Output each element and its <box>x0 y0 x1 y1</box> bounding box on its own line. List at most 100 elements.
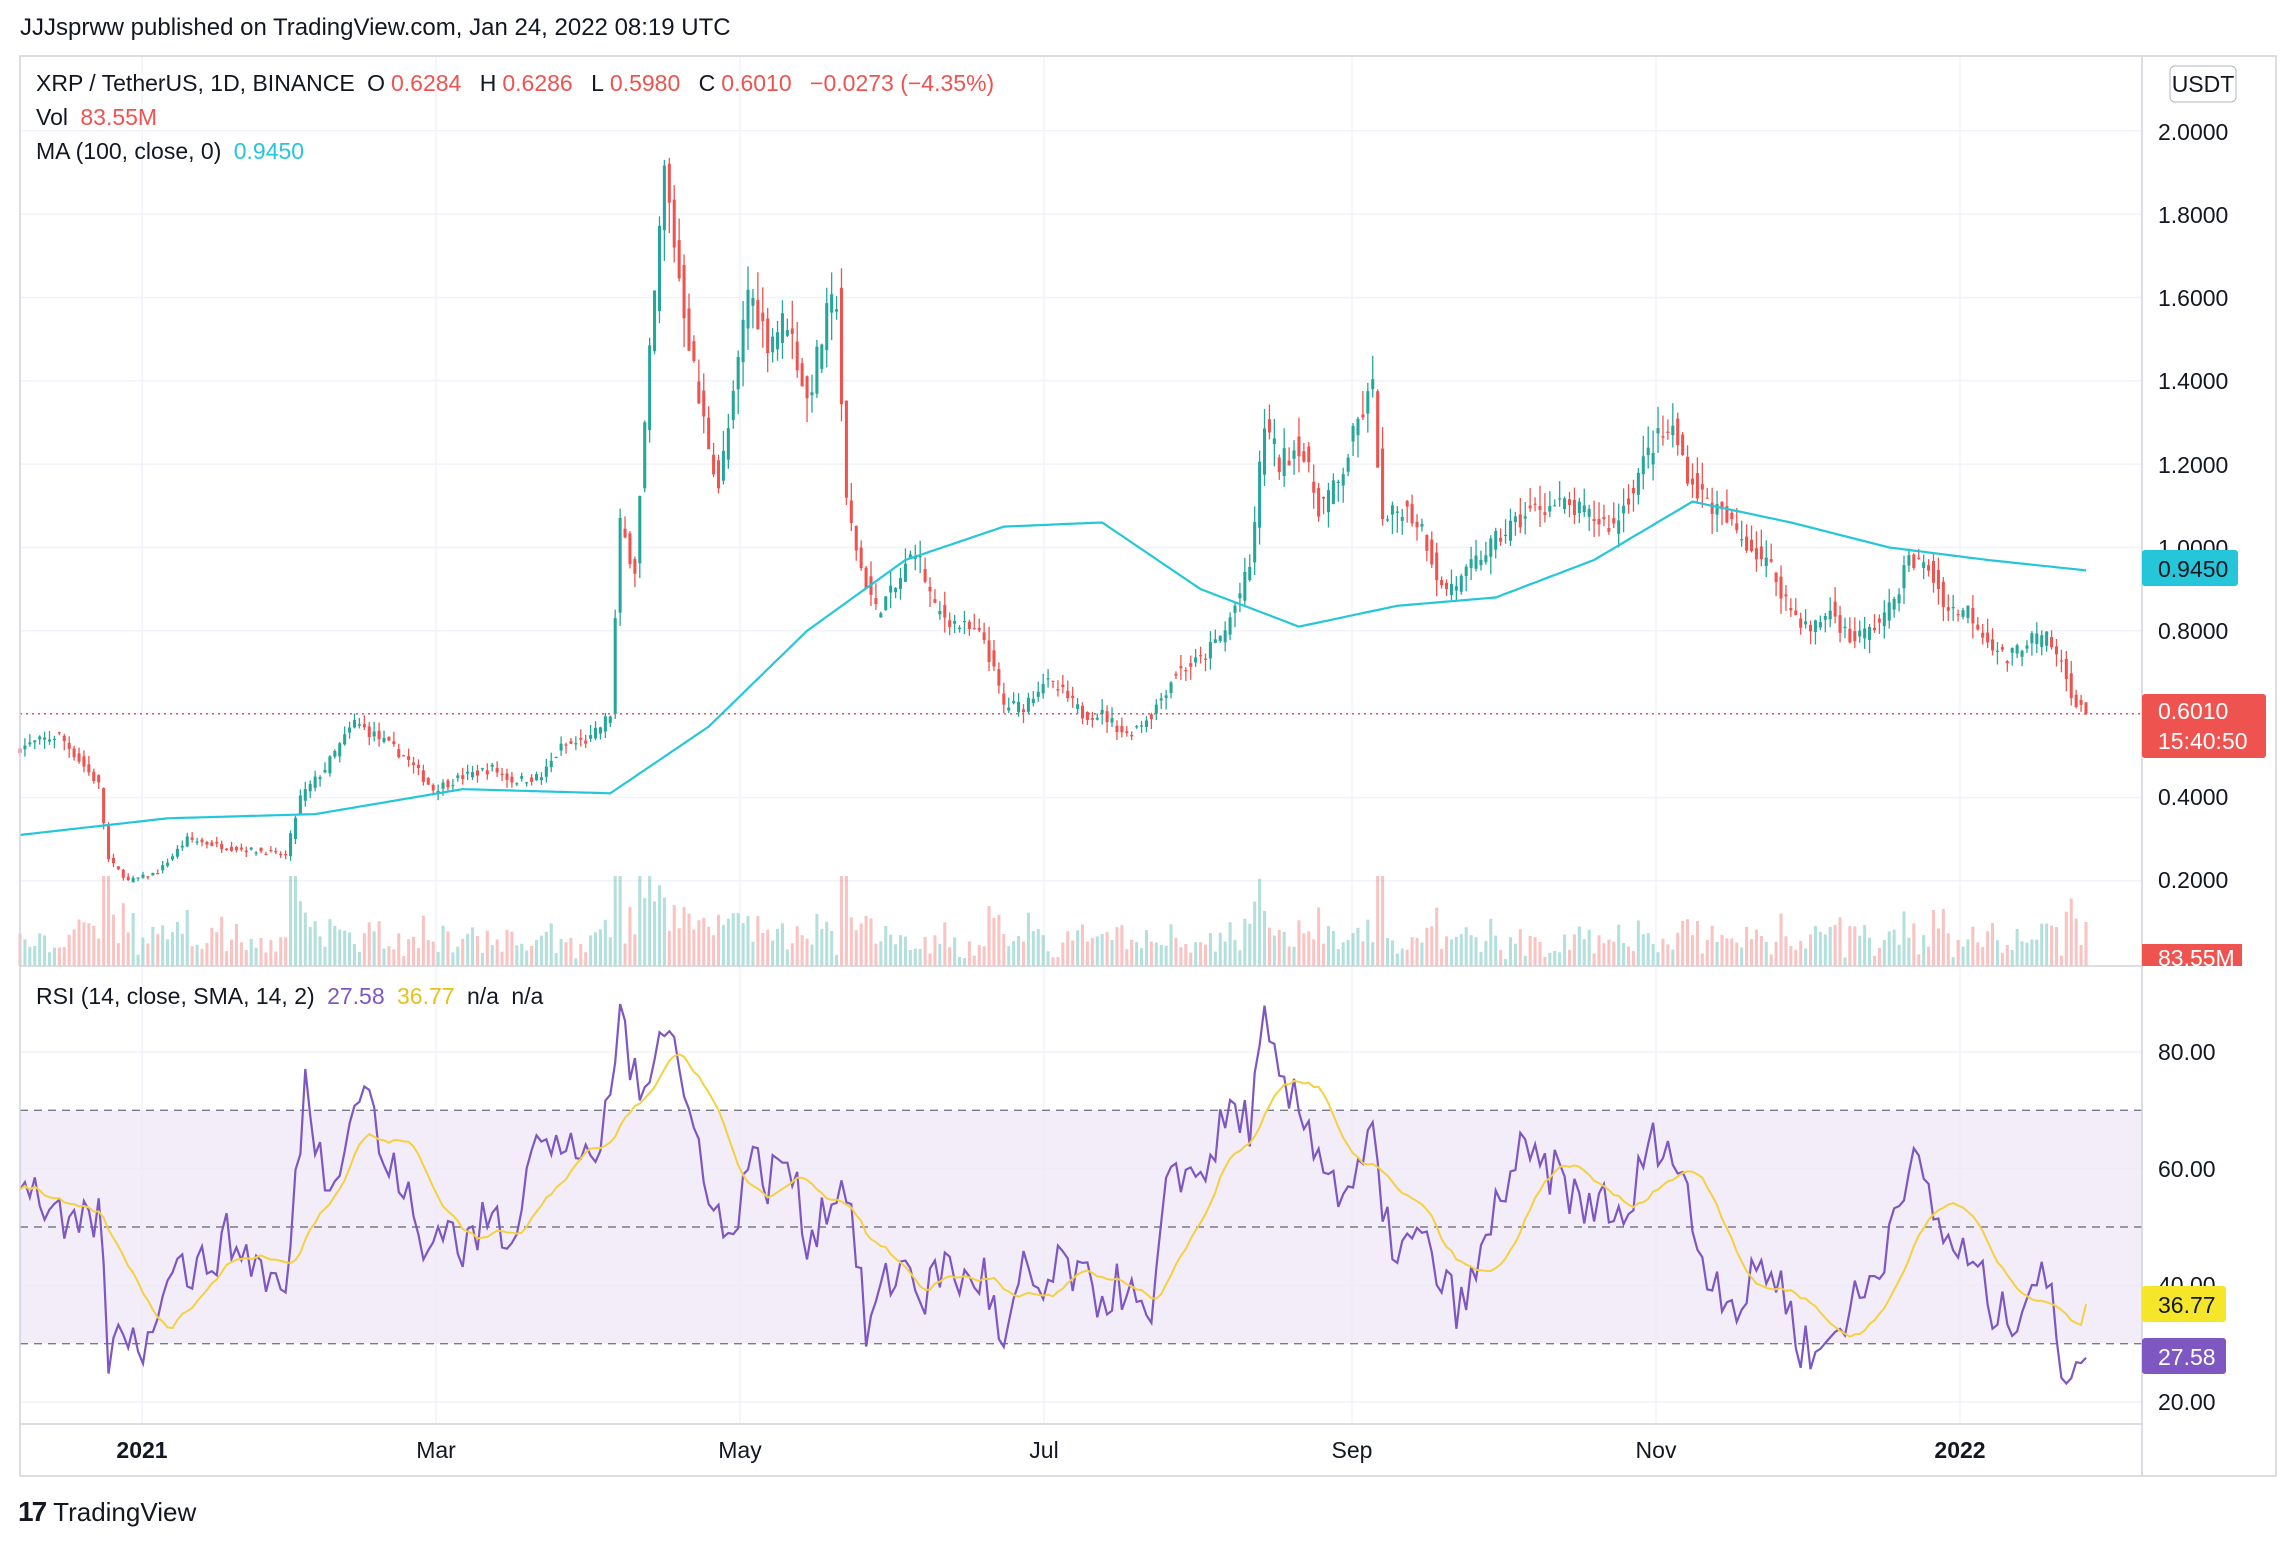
candle-body[interactable] <box>210 842 214 846</box>
candle-body[interactable] <box>1071 695 1075 698</box>
candle-body[interactable] <box>1538 506 1542 510</box>
candle-body[interactable] <box>1405 501 1409 507</box>
candle-body[interactable] <box>1779 576 1783 599</box>
candle-body[interactable] <box>923 568 927 582</box>
candle-body[interactable] <box>982 632 986 640</box>
candle-body[interactable] <box>1533 503 1537 505</box>
candle-body[interactable] <box>766 318 770 354</box>
candle-body[interactable] <box>1936 570 1940 590</box>
candle-body[interactable] <box>1720 501 1724 510</box>
candle-body[interactable] <box>594 727 598 739</box>
candle-body[interactable] <box>1076 704 1080 709</box>
candle-body[interactable] <box>1445 582 1449 590</box>
candle-body[interactable] <box>1749 539 1754 552</box>
candle-body[interactable] <box>549 760 553 768</box>
candle-body[interactable] <box>1110 718 1114 723</box>
candle-body[interactable] <box>1863 628 1867 639</box>
candle-body[interactable] <box>677 240 681 279</box>
candle-body[interactable] <box>495 767 499 773</box>
candle-body[interactable] <box>1425 535 1429 551</box>
candle-body[interactable] <box>343 734 347 745</box>
candle-body[interactable] <box>1159 698 1163 701</box>
candle-body[interactable] <box>1135 726 1139 728</box>
candle-body[interactable] <box>303 789 307 801</box>
tradingview-brand[interactable]: 17 TradingView <box>18 1496 196 1528</box>
candle-body[interactable] <box>1700 484 1704 490</box>
candle-body[interactable] <box>972 628 976 630</box>
candle-body[interactable] <box>1612 518 1616 524</box>
candle-body[interactable] <box>1400 516 1404 521</box>
candle-body[interactable] <box>608 716 612 723</box>
candle-body[interactable] <box>215 841 219 844</box>
candle-body[interactable] <box>761 312 765 322</box>
candle-body[interactable] <box>480 768 484 770</box>
candle-body[interactable] <box>795 341 799 371</box>
candle-body[interactable] <box>131 877 135 883</box>
candle-body[interactable] <box>1572 499 1576 516</box>
candle-body[interactable] <box>977 627 981 631</box>
candle-body[interactable] <box>1956 614 1960 616</box>
candle-body[interactable] <box>2074 694 2078 707</box>
candle-body[interactable] <box>451 785 455 787</box>
candle-body[interactable] <box>352 720 357 728</box>
candle-body[interactable] <box>1661 436 1665 438</box>
candle-body[interactable] <box>402 755 406 757</box>
candle-body[interactable] <box>1090 718 1094 720</box>
candle-body[interactable] <box>810 392 814 396</box>
candle-body[interactable] <box>1031 698 1035 704</box>
candle-body[interactable] <box>918 556 922 558</box>
candle-body[interactable] <box>1740 539 1744 541</box>
candle-body[interactable] <box>736 356 740 390</box>
candle-body[interactable] <box>1021 709 1026 712</box>
candle-body[interactable] <box>2035 633 2039 644</box>
candle-body[interactable] <box>136 877 140 879</box>
candle-body[interactable] <box>1504 534 1508 537</box>
candle-body[interactable] <box>1882 612 1886 627</box>
candle-body[interactable] <box>1272 438 1276 445</box>
candle-body[interactable] <box>879 613 883 618</box>
candle-body[interactable] <box>1848 628 1852 643</box>
candle-body[interactable] <box>1036 691 1040 697</box>
candle-body[interactable] <box>195 841 199 843</box>
candle-body[interactable] <box>889 585 893 593</box>
candle-body[interactable] <box>190 837 194 840</box>
candle-body[interactable] <box>1140 725 1144 727</box>
rsi-axis[interactable]: 80.00 60.00 40.00 20.00 36.77 27.58 <box>2142 1039 2226 1415</box>
candle-body[interactable] <box>249 847 253 850</box>
candle-body[interactable] <box>1710 502 1714 514</box>
candle-body[interactable] <box>997 669 1001 686</box>
candle-body[interactable] <box>1253 522 1257 563</box>
candle-body[interactable] <box>1513 516 1517 523</box>
candle-body[interactable] <box>323 769 327 773</box>
candle-body[interactable] <box>52 738 56 741</box>
candle-body[interactable] <box>539 777 543 781</box>
candle-body[interactable] <box>1297 436 1301 457</box>
candle-body[interactable] <box>1809 624 1813 632</box>
candle-body[interactable] <box>559 743 563 751</box>
candle-body[interactable] <box>1877 618 1881 623</box>
candle-body[interactable] <box>1459 575 1463 592</box>
candle-body[interactable] <box>1597 518 1601 525</box>
candle-body[interactable] <box>1961 610 1965 617</box>
candle-body[interactable] <box>1897 594 1901 604</box>
candle-body[interactable] <box>839 287 844 405</box>
candle-body[interactable] <box>367 726 371 738</box>
candle-body[interactable] <box>372 731 376 737</box>
candle-body[interactable] <box>1892 598 1896 610</box>
candle-body[interactable] <box>225 848 229 851</box>
candle-body[interactable] <box>771 336 775 353</box>
candle-body[interactable] <box>1007 707 1011 711</box>
candle-body[interactable] <box>1523 516 1527 519</box>
candle-body[interactable] <box>943 604 947 618</box>
candle-body[interactable] <box>1759 546 1763 560</box>
candle-body[interactable] <box>854 525 858 551</box>
candle-body[interactable] <box>1130 735 1134 737</box>
candle-body[interactable] <box>426 778 430 785</box>
candle-body[interactable] <box>1144 720 1148 728</box>
candle-body[interactable] <box>672 199 676 248</box>
candle-body[interactable] <box>928 586 932 592</box>
candle-body[interactable] <box>958 627 962 630</box>
candle-body[interactable] <box>1563 498 1567 510</box>
candle-body[interactable] <box>1228 617 1232 635</box>
candle-body[interactable] <box>525 782 529 784</box>
